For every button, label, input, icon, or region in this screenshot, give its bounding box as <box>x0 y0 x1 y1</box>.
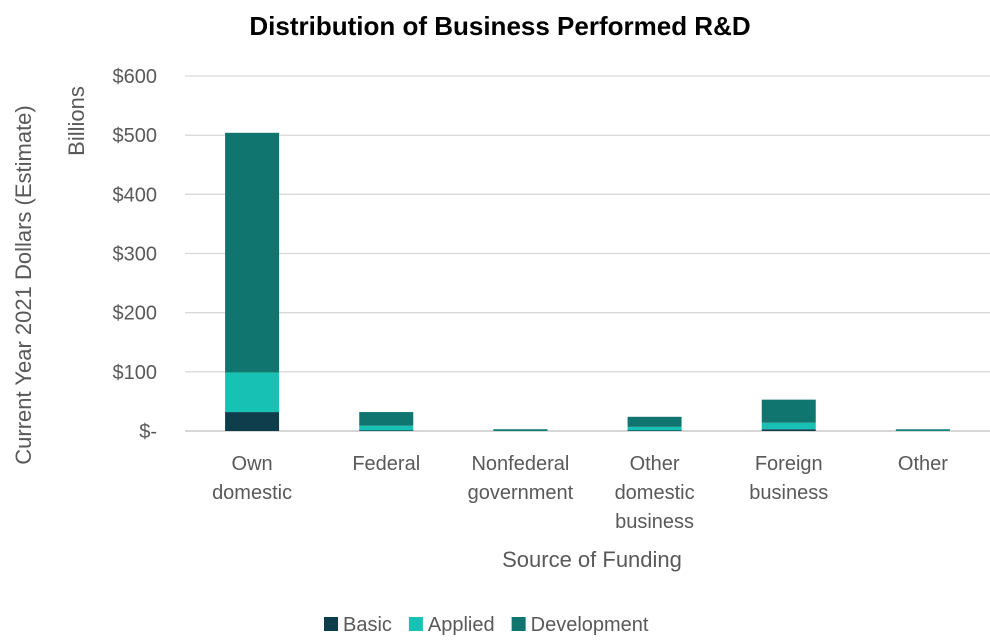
bar-basic-4 <box>761 429 816 431</box>
y-tick-label: $200 <box>113 303 158 325</box>
legend-swatch-development <box>511 617 526 631</box>
x-tick-label: Own domestic <box>212 453 292 504</box>
y-tick-label: $100 <box>113 362 158 384</box>
legend-label: Development <box>531 614 649 636</box>
y-axis-unit-label: Billions <box>64 86 89 156</box>
y-tick-label: $400 <box>113 184 158 206</box>
x-axis-title: Source of Funding <box>502 547 682 572</box>
x-tick-label-line: Federal <box>352 453 420 475</box>
y-tick-label: $- <box>139 421 157 443</box>
bar-applied-0 <box>225 372 280 413</box>
legend: Basic Applied Development <box>324 614 649 636</box>
bar-development-0 <box>225 132 280 373</box>
x-tick-label: Foreign business <box>749 453 828 504</box>
x-axis-ticks: Own domestic Federal Nonfederal government Ot… <box>212 453 948 533</box>
x-tick-label: Nonfederal government <box>468 453 574 504</box>
legend-label: Basic <box>343 614 392 636</box>
bar-development-4 <box>761 399 816 423</box>
y-axis-title: Current Year 2021 Dollars (Estimate) <box>11 105 36 465</box>
bars <box>225 132 950 431</box>
y-axis-ticks: $- $100 $200 $300 $400 $500 $600 <box>113 66 158 443</box>
x-tick-label-line: domestic <box>212 482 292 504</box>
legend-swatch-applied <box>408 617 423 631</box>
gridlines <box>185 75 990 432</box>
x-tick-label-line: Nonfederal <box>471 453 569 475</box>
chart-title: Distribution of Business Performed R&D <box>249 11 750 41</box>
bar-development-2 <box>493 429 548 431</box>
x-tick-label-line: Other <box>630 453 680 475</box>
legend-label: Applied <box>428 614 495 636</box>
bar-applied-1 <box>359 425 414 431</box>
x-tick-label-line: Other <box>898 453 948 475</box>
bar-development-1 <box>359 412 414 426</box>
bar-development-5 <box>895 429 950 431</box>
x-tick-label-line: Foreign <box>755 453 823 475</box>
bar-development-3 <box>627 416 682 427</box>
x-tick-label-line: business <box>749 482 828 504</box>
x-tick-label-line: government <box>468 482 574 504</box>
x-tick-label: Federal <box>352 453 420 475</box>
bar-basic-0 <box>225 412 280 431</box>
legend-swatch-basic <box>324 617 338 631</box>
x-tick-label-line: Own <box>232 453 273 475</box>
y-tick-label: $600 <box>113 66 158 88</box>
x-tick-label-line: business <box>615 511 694 533</box>
x-tick-label: Other domestic business <box>615 453 695 533</box>
x-tick-label: Other <box>898 453 948 475</box>
y-tick-label: $300 <box>113 244 158 266</box>
y-tick-label: $500 <box>113 125 158 147</box>
x-tick-label-line: domestic <box>615 482 695 504</box>
bar-applied-4 <box>761 422 816 430</box>
bar-applied-3 <box>627 426 682 431</box>
